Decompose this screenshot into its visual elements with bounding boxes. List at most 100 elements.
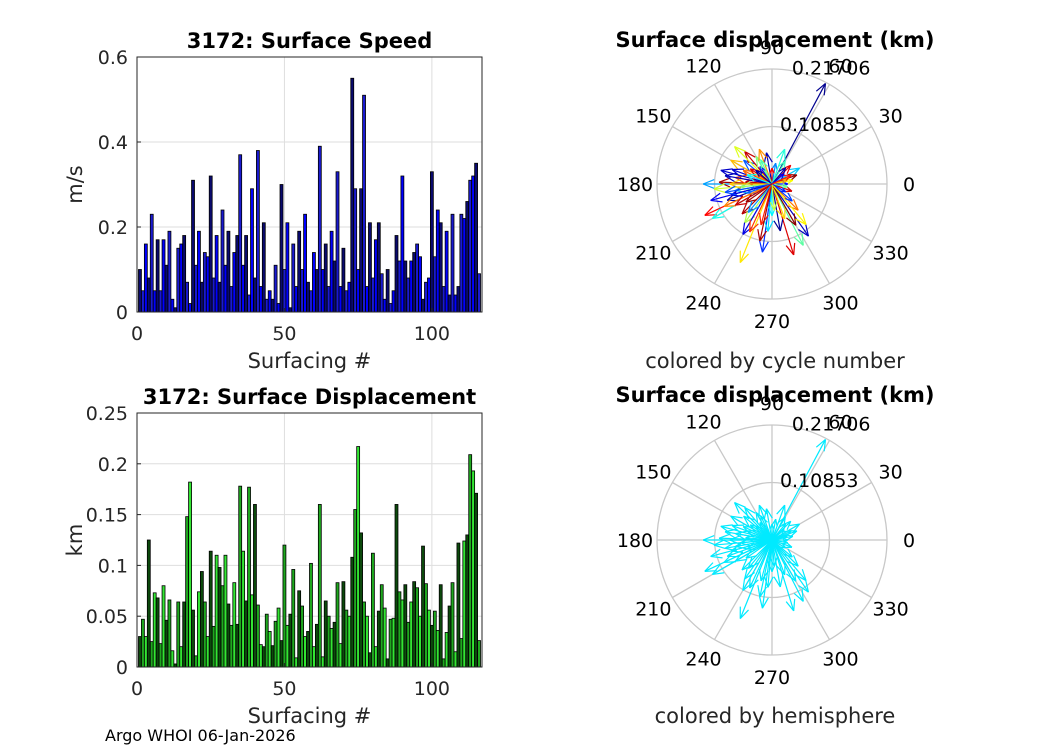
bar <box>238 485 243 668</box>
displacement-vector <box>763 183 774 232</box>
bar <box>285 222 290 313</box>
bar <box>155 597 160 668</box>
displacement-vector <box>769 167 775 184</box>
bar <box>326 286 331 313</box>
x-axis-label: Surfacing # <box>248 704 372 728</box>
bar <box>394 235 399 313</box>
bar <box>191 609 195 668</box>
bar <box>424 583 428 668</box>
bar <box>335 171 340 313</box>
bar <box>453 651 458 668</box>
bar <box>211 277 216 313</box>
bar <box>241 264 246 313</box>
bar <box>450 582 455 668</box>
bar <box>291 569 296 668</box>
y-tick-label: 0.2 <box>98 217 128 239</box>
bar <box>400 175 405 313</box>
bar <box>388 303 393 313</box>
bar <box>418 256 422 313</box>
bar <box>397 591 402 668</box>
bar <box>264 298 269 313</box>
bar <box>368 652 372 668</box>
bar <box>297 590 302 668</box>
angle-label: 60 <box>828 411 852 433</box>
bar <box>205 636 210 668</box>
bar <box>365 286 369 313</box>
displacement-vector <box>757 183 773 242</box>
bar <box>432 256 437 313</box>
bar <box>282 269 287 313</box>
bar <box>173 307 178 313</box>
bar <box>409 601 414 668</box>
displacement-vector <box>771 539 797 582</box>
bar <box>344 609 349 668</box>
bar <box>332 260 337 313</box>
displacement-vector <box>771 183 797 226</box>
bar <box>182 235 187 313</box>
bar <box>438 584 443 668</box>
angle-label: 300 <box>822 293 858 315</box>
y-tick-label: 0.1 <box>98 555 128 577</box>
bar <box>412 581 417 668</box>
x-tick-label: 50 <box>272 678 296 700</box>
radial-tick-label: 0.10853 <box>780 470 859 492</box>
bar <box>208 550 213 668</box>
bar <box>146 539 151 668</box>
bar <box>297 230 302 313</box>
bar <box>199 571 204 668</box>
bar <box>194 655 198 668</box>
bar <box>312 252 316 313</box>
displacement-vector <box>723 183 773 207</box>
displacement-vector <box>771 173 785 185</box>
displacement-vector <box>744 507 773 541</box>
polar-hemisphere-panel: 0 30 60 90 120 150 180 210 240 270 300 330 0.10853 0.… <box>615 383 934 728</box>
bar <box>403 584 408 668</box>
displacement-vector <box>730 515 773 541</box>
angle-label: 60 <box>828 55 852 77</box>
bar <box>309 562 313 668</box>
radial-tick-label: 0.10853 <box>780 114 859 136</box>
bar <box>459 638 464 668</box>
bar <box>197 591 201 668</box>
footer-text: Argo WHOI 06-Jan-2026 <box>105 726 296 745</box>
bar <box>385 269 390 313</box>
displacement-vector <box>746 530 773 541</box>
bar <box>314 269 319 313</box>
angle-label: 0 <box>903 174 915 196</box>
bar <box>161 585 166 668</box>
y-axis-label: km <box>63 524 87 557</box>
bar <box>250 188 254 313</box>
bar <box>152 592 157 668</box>
bar <box>146 277 151 313</box>
bar <box>435 209 440 313</box>
bar <box>429 171 434 313</box>
bar <box>347 615 352 668</box>
bar <box>373 239 378 313</box>
displacement-vector <box>771 183 807 226</box>
angle-label: 120 <box>685 55 721 77</box>
bar <box>232 252 237 313</box>
bar <box>306 631 310 668</box>
bar <box>450 213 455 313</box>
angle-label: 0 <box>903 530 915 552</box>
bar <box>226 603 231 668</box>
displacement-vector <box>758 539 773 609</box>
bar <box>341 247 346 313</box>
bar <box>409 260 414 313</box>
displacement-vector <box>739 183 773 264</box>
y-tick-label: 0.2 <box>98 454 128 476</box>
bar <box>320 656 325 668</box>
bar <box>359 188 363 313</box>
bar <box>371 552 375 668</box>
bar <box>388 618 393 668</box>
angle-label: 90 <box>760 37 784 59</box>
bar <box>261 646 266 668</box>
bar <box>149 213 154 313</box>
angle-label: 30 <box>879 106 903 128</box>
bar <box>294 657 299 668</box>
displacement-vector <box>734 183 773 206</box>
chart-caption: colored by cycle number <box>645 349 905 373</box>
bar <box>220 209 225 313</box>
bar <box>314 623 319 668</box>
y-tick-label: 0.05 <box>86 606 128 628</box>
